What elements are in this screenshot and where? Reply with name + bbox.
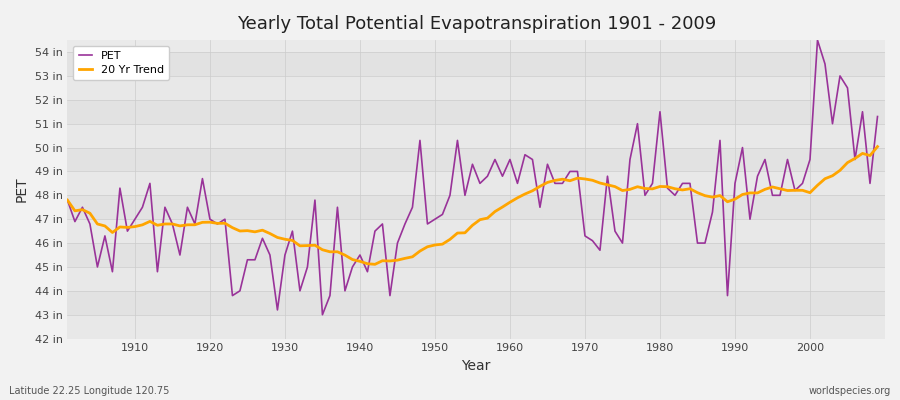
Bar	[68, 172, 885, 195]
Bar	[68, 76, 885, 100]
Bar	[68, 315, 885, 338]
Legend: PET, 20 Yr Trend: PET, 20 Yr Trend	[73, 46, 169, 80]
Bar	[68, 219, 885, 243]
20 Yr Trend	[512, 196, 523, 200]
PET	[812, 38, 823, 42]
Bar	[68, 291, 885, 315]
Bar	[68, 195, 885, 219]
20 Yr Trend	[62, 198, 73, 202]
PET	[287, 229, 298, 234]
PET	[872, 114, 883, 119]
PET	[512, 181, 523, 186]
X-axis label: Year: Year	[462, 359, 490, 373]
Bar	[68, 148, 885, 172]
Bar	[68, 267, 885, 291]
Title: Yearly Total Potential Evapotranspiration 1901 - 2009: Yearly Total Potential Evapotranspiratio…	[237, 15, 716, 33]
20 Yr Trend	[332, 249, 343, 254]
PET	[62, 198, 73, 202]
20 Yr Trend	[287, 238, 298, 243]
PET	[505, 157, 516, 162]
Bar	[68, 100, 885, 124]
PET	[602, 174, 613, 179]
Bar	[68, 243, 885, 267]
Bar	[68, 124, 885, 148]
20 Yr Trend	[370, 262, 381, 267]
Line: 20 Yr Trend: 20 Yr Trend	[68, 147, 878, 264]
20 Yr Trend	[122, 225, 133, 230]
Bar	[68, 52, 885, 76]
PET	[122, 229, 133, 234]
20 Yr Trend	[602, 182, 613, 187]
PET	[339, 288, 350, 293]
20 Yr Trend	[872, 144, 883, 149]
PET	[317, 312, 328, 317]
Text: Latitude 22.25 Longitude 120.75: Latitude 22.25 Longitude 120.75	[9, 386, 169, 396]
20 Yr Trend	[505, 200, 516, 205]
Line: PET: PET	[68, 40, 878, 315]
Text: worldspecies.org: worldspecies.org	[809, 386, 891, 396]
Y-axis label: PET: PET	[15, 176, 29, 202]
